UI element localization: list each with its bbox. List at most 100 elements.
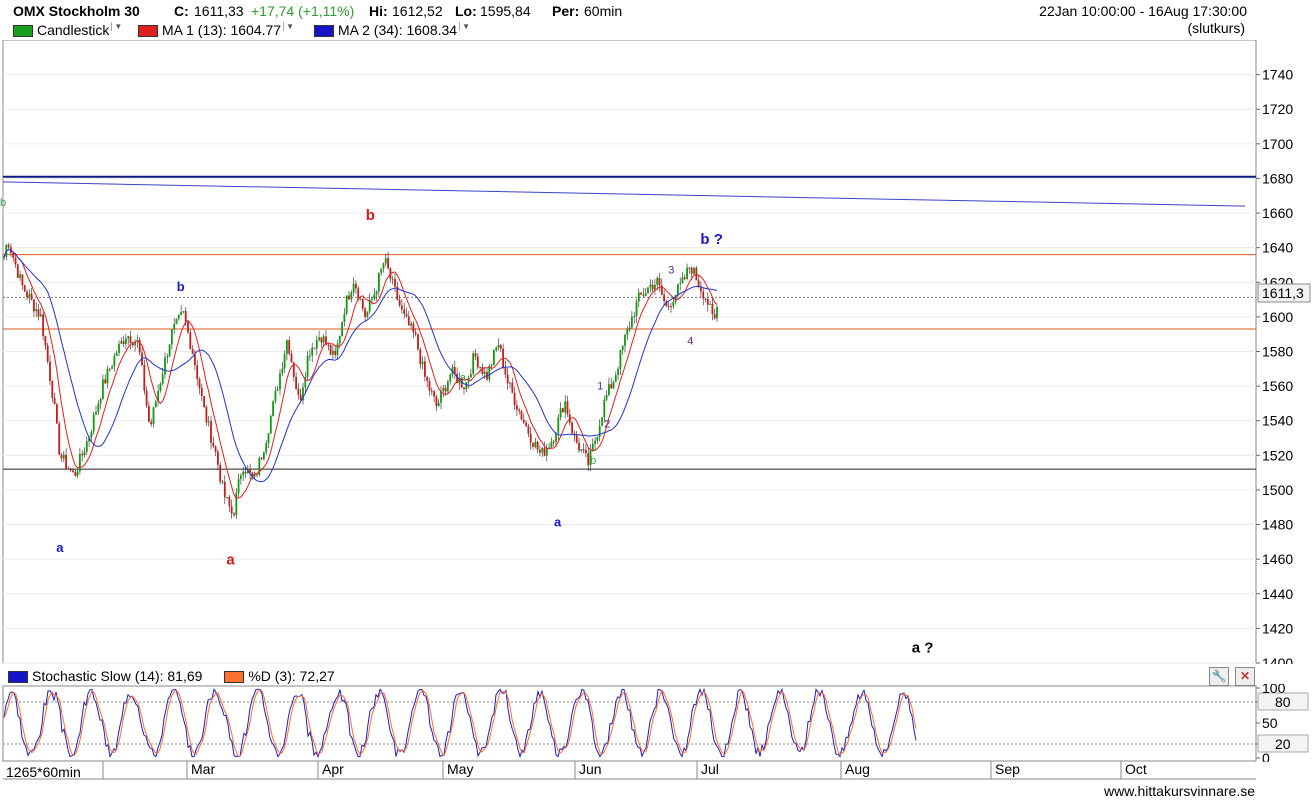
candle-body: [74, 472, 77, 476]
candle-body: [125, 338, 127, 345]
legend-ma1[interactable]: MA 1 (13): 1604.77 ▼: [138, 22, 294, 38]
candle-body: [173, 324, 176, 330]
date-range: 22Jan 10:00:00 - 16Aug 17:30:00: [1039, 3, 1247, 19]
candle-body: [184, 311, 187, 322]
month-ticks: Mar Apr May Jun Jul Aug Sep Oct: [102, 761, 1147, 779]
candle-body: [228, 497, 231, 507]
close-value: 1611,33: [194, 3, 244, 19]
candle-body: [384, 258, 387, 264]
candle-body: [511, 382, 514, 393]
chevron-down-icon[interactable]: ▼: [283, 22, 294, 31]
candle-body: [210, 421, 212, 443]
candle-body: [118, 343, 120, 354]
candle-body: [681, 277, 684, 284]
candle-body: [327, 344, 330, 346]
legend-candlestick[interactable]: Candlestick ▼: [13, 22, 122, 38]
candle-body: [39, 314, 42, 317]
candle-body: [373, 294, 376, 300]
annotation-0: b: [0, 197, 6, 209]
candle-body: [281, 368, 284, 374]
candle-body: [419, 349, 422, 365]
candle-body: [221, 481, 224, 483]
candle-body: [325, 336, 327, 345]
candle-body: [85, 441, 88, 452]
candle-body: [313, 347, 316, 349]
candle-body: [430, 390, 433, 392]
ytick-label-1680: 1680: [1262, 170, 1293, 186]
candle-body: [608, 384, 610, 395]
candle-body: [79, 453, 81, 472]
wave-annotations: b a b a b a a b 1 2 3 4 b ? a ?: [0, 197, 933, 656]
candle-body: [350, 292, 353, 300]
candle-body: [21, 274, 24, 286]
candlestick-swatch: [13, 25, 33, 38]
candle-body: [355, 283, 357, 289]
candle-body: [288, 340, 291, 354]
candle-body: [417, 334, 419, 350]
candle-body: [249, 469, 251, 473]
xtick-label-Oct: Oct: [1125, 761, 1147, 777]
candle-body: [95, 412, 97, 415]
candle-body: [154, 401, 157, 408]
candle-body: [97, 403, 100, 413]
chevron-down-icon[interactable]: ▼: [111, 22, 122, 31]
candle-body: [716, 306, 718, 319]
period-value: 60min: [584, 3, 623, 19]
candle-body: [709, 303, 711, 305]
candle-body: [256, 474, 258, 476]
ytick-label-1600: 1600: [1262, 309, 1293, 325]
candle-body: [334, 350, 337, 355]
candle-body: [214, 446, 217, 452]
candle-body: [19, 274, 21, 278]
candle-body: [304, 377, 307, 388]
candle-body: [679, 283, 682, 285]
chevron-down-icon[interactable]: ▼: [459, 22, 470, 31]
osc-tick-label-0: 0: [1262, 750, 1270, 762]
xtick-label-Apr: Apr: [322, 761, 344, 777]
candlesticks: [3, 242, 718, 519]
candle-body: [476, 356, 479, 368]
candle-body: [60, 454, 63, 459]
candle-body: [148, 405, 150, 422]
candle-body: [479, 366, 481, 368]
candle-body: [690, 267, 693, 274]
ytick-label-1640: 1640: [1262, 240, 1293, 256]
candle-body: [166, 356, 169, 358]
candle-body: [35, 309, 38, 312]
candle-body: [159, 383, 162, 392]
price-tag-box: [1257, 283, 1311, 303]
candle-body: [516, 405, 518, 410]
candle-body: [56, 404, 58, 424]
legend-ma2[interactable]: MA 2 (34): 1608.34 ▼: [314, 22, 470, 38]
ytick-label-1440: 1440: [1262, 586, 1293, 602]
ytick-label-1480: 1480: [1262, 517, 1293, 533]
pctd-swatch: [224, 671, 245, 684]
candle-body: [378, 272, 380, 292]
candle-body: [545, 448, 548, 456]
candle-body: [251, 472, 254, 477]
candle-body: [539, 449, 541, 453]
candle-body: [440, 391, 442, 403]
x-axis: Mar Apr May Jun Jul Aug Sep Oct: [3, 761, 1256, 780]
candle-body: [76, 471, 79, 476]
candle-body: [502, 348, 504, 368]
candle-body: [16, 264, 19, 278]
candle-body: [456, 373, 458, 384]
candle-body: [562, 408, 564, 413]
candle-body: [69, 468, 72, 471]
candle-body: [435, 396, 438, 407]
candle-body: [58, 423, 61, 455]
candle-body: [46, 345, 49, 362]
candle-body: [654, 284, 656, 290]
ytick-label-1740: 1740: [1262, 67, 1293, 83]
candle-body: [240, 475, 242, 480]
candle-body: [364, 308, 366, 317]
candle-body: [322, 336, 325, 343]
candle-body: [697, 280, 700, 287]
candle-body: [483, 371, 486, 375]
candle-body: [7, 245, 10, 248]
candle-body: [610, 384, 613, 389]
candle-body: [444, 387, 447, 392]
